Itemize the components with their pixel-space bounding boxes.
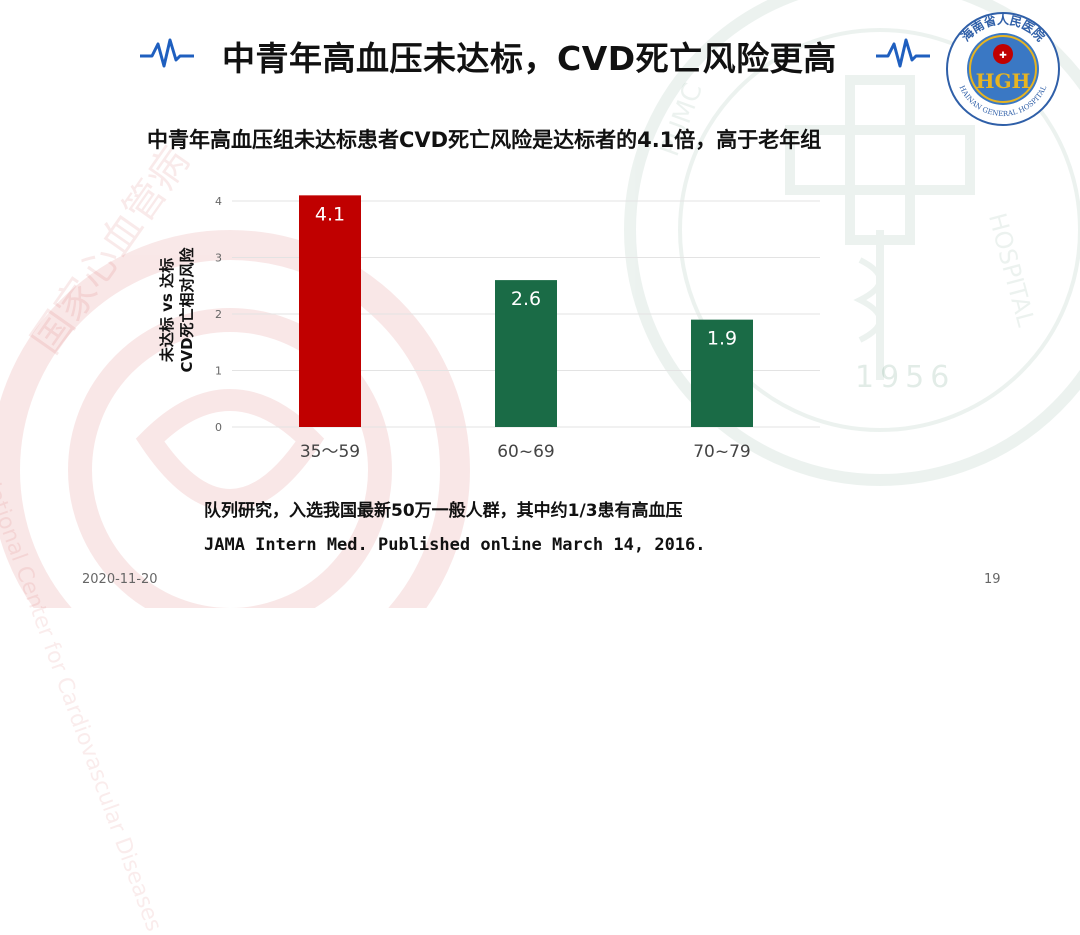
y-tick-label: 1 [215,365,222,378]
study-note: 队列研究，入选我国最新50万一般人群，其中约1/3患有高血压 [204,501,683,521]
slide-date: 2020-11-20 [82,572,158,587]
bar [691,319,753,427]
data-label: 1.9 [707,328,737,350]
y-tick-label: 4 [215,195,222,208]
heartbeat-pulse-icon [876,38,930,68]
citation: JAMA Intern Med. Published online March … [204,535,706,555]
svg-text:✚: ✚ [999,51,1007,61]
x-category-label: 70~79 [693,442,751,462]
heartbeat-pulse-icon [140,38,194,68]
y-tick-label: 2 [215,308,222,321]
y-tick-label: 0 [215,421,222,434]
slide-title: 中青年高血压未达标，CVD死亡风险更高 [222,39,837,78]
logo-initials: HGH [976,69,1031,93]
title-row: 中青年高血压未达标，CVD死亡风险更高 [0,28,1080,78]
page-number: 19 [984,572,1001,587]
x-category-label: 60~69 [497,442,555,462]
y-axis-label-line1: 未达标 vs 达标 [158,258,176,363]
chart-subtitle: 中青年高血压组未达标患者CVD死亡风险是达标者的4.1倍，高于老年组 [147,128,822,152]
data-label: 2.6 [511,288,541,310]
data-label: 4.1 [315,203,345,225]
bar [495,280,557,427]
bar [299,195,361,427]
bar-chart: 0 1 2 3 4 4.1 2.6 1.9 35～59 60~69 70~79 未达标 vs 达… [158,195,820,462]
x-category-label: 35～59 [300,442,360,462]
hospital-logo-icon: ✚ HGH 海南省人民医院 HAINAN GENERAL HOSPITAL [946,12,1060,126]
y-axis-label-line2: CVD死亡相对风险 [178,246,196,372]
y-tick-label: 3 [215,252,222,265]
